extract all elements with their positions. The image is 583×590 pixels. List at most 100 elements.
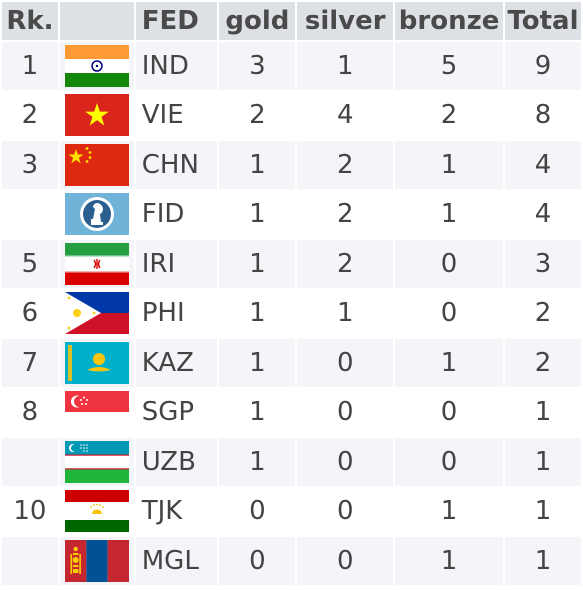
header-flag [59,2,134,40]
bronze-cell: 1 [395,487,504,535]
bronze-cell: 1 [395,141,504,189]
total-cell: 1 [505,487,581,535]
silver-cell: 1 [297,42,394,90]
flag-cell [59,190,134,238]
gold-cell: 1 [219,388,296,436]
header-silver[interactable]: silver [297,2,394,40]
flag-cell [59,91,134,139]
gold-cell: 0 [219,487,296,535]
rank-cell: 1 [2,42,58,90]
fed-cell[interactable]: TJK [135,487,218,535]
silver-cell: 2 [297,240,394,288]
silver-cell: 1 [297,289,394,337]
fide-flag-icon [64,193,129,236]
bronze-cell: 0 [395,289,504,337]
bronze-cell: 2 [395,91,504,139]
flag-cell [59,141,134,189]
fed-cell[interactable]: FID [135,190,218,238]
total-cell: 1 [505,388,581,436]
vietnam-flag-icon [64,94,129,137]
table-row: 1 IND 3 1 5 9 [2,42,581,90]
bronze-cell: 0 [395,240,504,288]
bronze-cell: 1 [395,537,504,585]
table-row: 5 IRI 1 2 0 3 [2,240,581,288]
rank-cell: 7 [2,339,58,387]
header-fed[interactable]: FED [135,2,218,40]
table-row: 10 TJK 0 0 1 1 [2,487,581,535]
rank-cell [2,190,58,238]
fed-cell[interactable]: VIE [135,91,218,139]
header-row: Rk. FED gold silver bronze Total [2,2,581,40]
header-total[interactable]: Total [505,2,581,40]
total-cell: 9 [505,42,581,90]
silver-cell: 2 [297,141,394,189]
silver-cell: 0 [297,438,394,486]
gold-cell: 0 [219,537,296,585]
india-flag-icon [64,44,129,87]
tajikistan-flag-icon [64,490,129,533]
gold-cell: 3 [219,42,296,90]
gold-cell: 1 [219,289,296,337]
fed-cell[interactable]: MGL [135,537,218,585]
table-row: FID 1 2 1 4 [2,190,581,238]
total-cell: 2 [505,339,581,387]
silver-cell: 0 [297,487,394,535]
total-cell: 4 [505,190,581,238]
iran-flag-icon [64,242,129,285]
silver-cell: 2 [297,190,394,238]
silver-cell: 0 [297,339,394,387]
table-row: 6 PHI 1 1 0 2 [2,289,581,337]
flag-cell [59,339,134,387]
bronze-cell: 1 [395,339,504,387]
header-bronze[interactable]: bronze [395,2,504,40]
table-row: 2 VIE 2 4 2 8 [2,91,581,139]
total-cell: 1 [505,537,581,585]
gold-cell: 1 [219,240,296,288]
fed-cell[interactable]: SGP [135,388,218,436]
philippines-flag-icon [64,292,129,335]
gold-cell: 1 [219,438,296,486]
total-cell: 2 [505,289,581,337]
gold-cell: 2 [219,91,296,139]
flag-cell [59,537,134,585]
fed-cell[interactable]: CHN [135,141,218,189]
bronze-cell: 0 [395,438,504,486]
gold-cell: 1 [219,190,296,238]
rank-cell: 2 [2,91,58,139]
table-row: 3 CHN 1 2 1 4 [2,141,581,189]
kazakhstan-flag-icon [64,341,129,384]
fed-cell[interactable]: KAZ [135,339,218,387]
flag-cell [59,438,134,486]
gold-cell: 1 [219,141,296,189]
header-gold[interactable]: gold [219,2,296,40]
silver-cell: 4 [297,91,394,139]
bronze-cell: 0 [395,388,504,436]
bronze-cell: 5 [395,42,504,90]
rank-cell: 6 [2,289,58,337]
fed-cell[interactable]: IND [135,42,218,90]
fed-cell[interactable]: IRI [135,240,218,288]
flag-cell [59,289,134,337]
header-rank[interactable]: Rk. [2,2,58,40]
flag-cell [59,388,134,436]
rank-cell [2,537,58,585]
silver-cell: 0 [297,388,394,436]
table-row: 7 KAZ 1 0 1 2 [2,339,581,387]
table-row: 8 SGP 1 0 0 1 [2,388,581,436]
uzbekistan-flag-icon [64,440,129,483]
bronze-cell: 1 [395,190,504,238]
fed-cell[interactable]: UZB [135,438,218,486]
gold-cell: 1 [219,339,296,387]
fed-cell[interactable]: PHI [135,289,218,337]
flag-cell [59,240,134,288]
rank-cell [2,438,58,486]
rank-cell: 10 [2,487,58,535]
rank-cell: 5 [2,240,58,288]
silver-cell: 0 [297,537,394,585]
rank-cell: 3 [2,141,58,189]
total-cell: 3 [505,240,581,288]
total-cell: 8 [505,91,581,139]
flag-cell [59,42,134,90]
mongolia-flag-icon [64,539,129,582]
